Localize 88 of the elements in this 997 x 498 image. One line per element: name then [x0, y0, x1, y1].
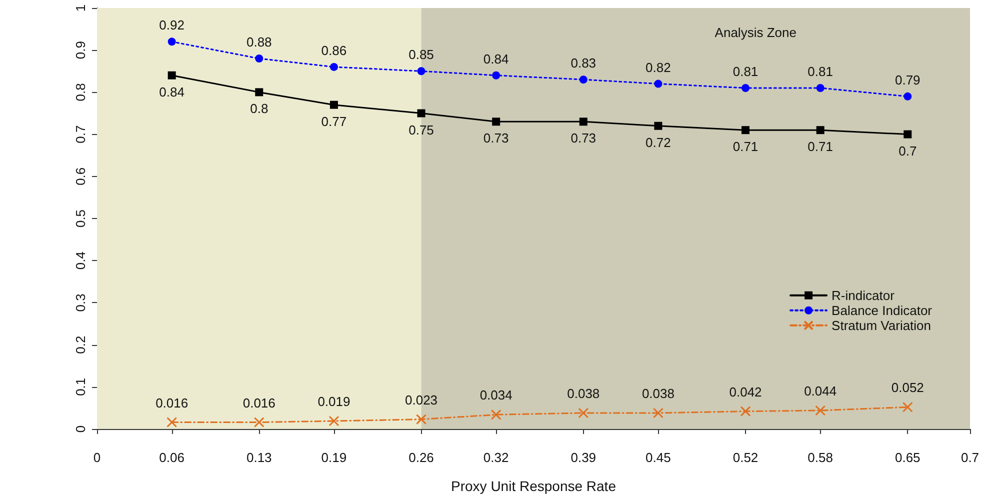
x-axis-title: Proxy Unit Response Rate — [451, 478, 616, 494]
data-label: 0.8 — [250, 101, 268, 116]
data-label: 0.019 — [318, 394, 350, 409]
data-label: 0.71 — [732, 139, 758, 154]
y-tick-label: 0.3 — [73, 294, 88, 312]
point — [417, 67, 426, 76]
y-tick-label: 0.5 — [73, 209, 88, 228]
data-label: 0.73 — [570, 130, 596, 146]
data-label: 0.84 — [483, 51, 509, 66]
x-tick-label: 0.26 — [408, 450, 434, 465]
legend-label: Balance Indicator — [832, 302, 933, 318]
y-tick-label: 1 — [73, 4, 88, 12]
point — [816, 84, 824, 92]
data-label: 0.7 — [898, 143, 917, 158]
point — [902, 402, 913, 412]
x-tick-label: 0.32 — [483, 450, 509, 465]
x-tick-label: 0.19 — [321, 450, 347, 465]
x-tick-label: 0.39 — [570, 450, 596, 465]
point — [328, 416, 340, 426]
x-tick-label: 0.58 — [808, 450, 833, 465]
y-tick-label: 0.1 — [73, 378, 88, 396]
legend-label: R-indicator — [832, 288, 896, 303]
x-tick-label: 0 — [93, 450, 101, 465]
data-label: 0.77 — [321, 114, 347, 129]
data-label: 0.044 — [804, 383, 837, 398]
data-label: 0.86 — [321, 42, 347, 58]
point — [578, 408, 589, 418]
point — [654, 122, 662, 130]
data-label: 0.023 — [404, 392, 438, 408]
point — [330, 100, 338, 109]
data-label: 0.016 — [156, 395, 188, 410]
y-tick-label: 0.4 — [73, 252, 88, 270]
data-label: 0.75 — [408, 122, 434, 138]
point — [579, 118, 588, 126]
point — [904, 130, 912, 138]
data-label: 0.83 — [570, 56, 596, 71]
point — [255, 88, 264, 96]
point — [742, 126, 750, 134]
point — [254, 417, 264, 428]
y-tick-label: 0.8 — [73, 83, 88, 102]
x-tick-label: 0.65 — [894, 450, 920, 465]
data-label: 0.81 — [808, 64, 833, 79]
point — [816, 126, 824, 134]
data-label: 0.038 — [567, 386, 600, 401]
point — [417, 109, 426, 118]
point — [579, 76, 588, 84]
data-label: 0.042 — [729, 384, 762, 400]
point — [255, 54, 264, 63]
x-tick-label: 0.7 — [960, 450, 980, 465]
y-tick-label: 0.7 — [73, 125, 88, 144]
band-label: Analysis Zone — [714, 25, 796, 40]
data-label: 0.034 — [480, 388, 512, 403]
data-label: 0.016 — [242, 395, 276, 410]
x-tick-label: 0.13 — [246, 450, 272, 465]
y-tick-label: 0.6 — [73, 167, 88, 186]
point — [652, 408, 664, 418]
data-label: 0.84 — [159, 84, 184, 100]
y-tick-label: 0.9 — [73, 41, 88, 60]
y-tick-label: 0 — [73, 425, 88, 433]
point — [168, 38, 176, 46]
data-label: 0.81 — [732, 64, 758, 79]
point — [330, 62, 338, 71]
point — [166, 417, 178, 428]
data-label: 0.73 — [483, 130, 509, 146]
x-tick-label: 0.52 — [732, 450, 758, 465]
x-tick-label: 0.45 — [646, 450, 671, 465]
data-label: 0.82 — [646, 60, 671, 75]
point — [904, 92, 912, 100]
point — [492, 71, 500, 80]
data-label: 0.72 — [646, 134, 671, 150]
point — [815, 405, 826, 416]
data-label: 0.85 — [408, 47, 434, 62]
data-label: 0.038 — [642, 386, 674, 401]
data-label: 0.92 — [159, 18, 184, 33]
point — [416, 414, 427, 425]
point — [492, 118, 500, 126]
point — [654, 80, 662, 88]
legend-label: Stratum Variation — [832, 318, 932, 333]
data-label: 0.88 — [246, 34, 272, 50]
x-tick-label: 0.06 — [159, 450, 184, 465]
data-label: 0.79 — [894, 72, 920, 88]
point — [742, 84, 750, 92]
y-tick-label: 0.2 — [73, 336, 88, 354]
point — [740, 406, 751, 417]
data-label: 0.052 — [891, 380, 924, 396]
point — [168, 71, 176, 80]
point — [490, 409, 502, 420]
data-label: 0.71 — [808, 139, 833, 154]
